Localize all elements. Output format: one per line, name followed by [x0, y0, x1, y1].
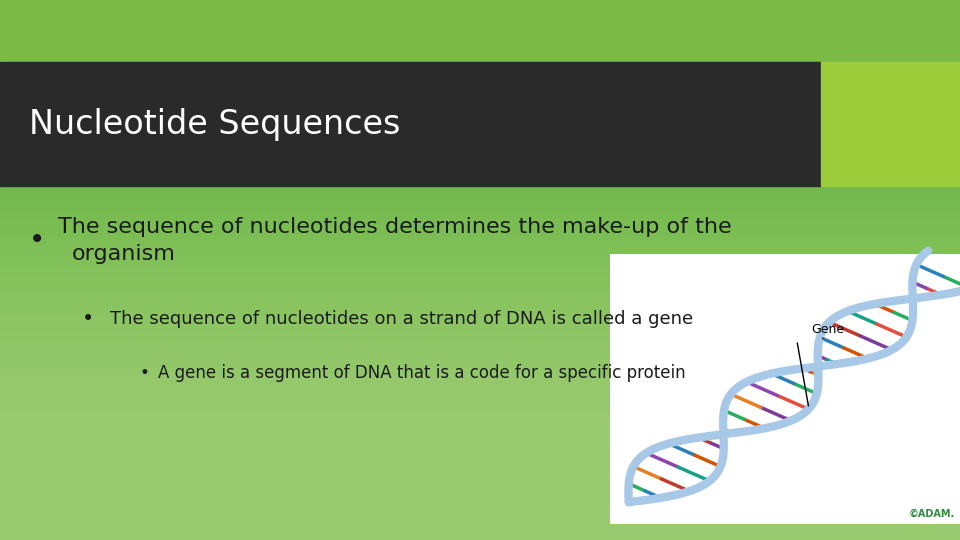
Text: The sequence of nucleotides on a strand of DNA is called a gene: The sequence of nucleotides on a strand …	[110, 309, 693, 328]
Text: •: •	[82, 308, 94, 329]
Bar	[0, 62, 821, 186]
Text: organism: organism	[72, 244, 176, 264]
Text: ©ADAM.: ©ADAM.	[909, 508, 955, 518]
Bar	[821, 62, 960, 186]
Bar	[0, 0, 960, 62]
Text: •: •	[139, 363, 149, 382]
Text: The sequence of nucleotides determines the make-up of the: The sequence of nucleotides determines t…	[58, 217, 732, 237]
Text: A gene is a segment of DNA that is a code for a specific protein: A gene is a segment of DNA that is a cod…	[158, 363, 686, 382]
Text: Gene: Gene	[811, 323, 845, 336]
Bar	[610, 254, 960, 524]
Text: •: •	[29, 226, 45, 254]
Text: Nucleotide Sequences: Nucleotide Sequences	[29, 107, 400, 141]
